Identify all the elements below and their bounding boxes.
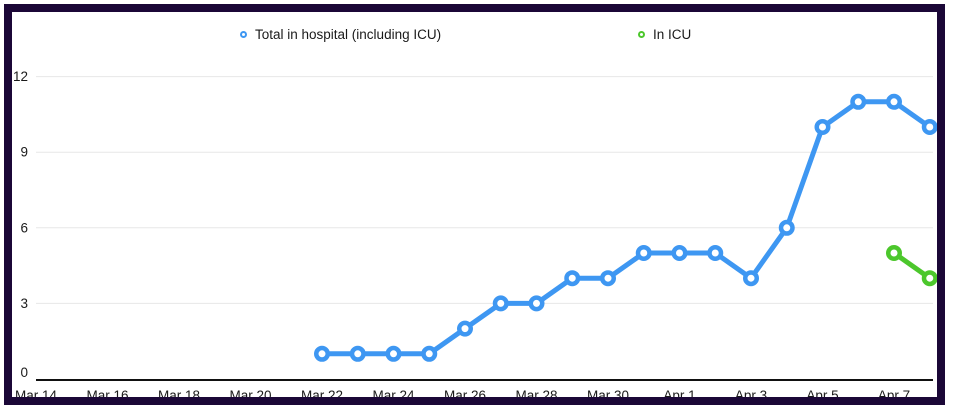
y-tick-label-9: 9 [20,145,28,160]
data-point-0-mar-27[interactable] [492,295,509,312]
x-tick-label-mar-20: Mar 20 [229,388,271,403]
y-tick-label-3: 3 [20,296,28,311]
y-tick-label-6: 6 [20,220,28,235]
data-point-0-mar-30[interactable] [600,270,616,287]
data-point-0-mar-25[interactable] [421,345,438,362]
data-point-0-apr-4[interactable] [778,219,795,236]
x-tick-label-mar-28: Mar 28 [515,388,557,403]
x-tick-label-mar-22: Mar 22 [301,388,343,403]
data-point-0-apr-2[interactable] [707,245,724,261]
x-tick-label-mar-18: Mar 18 [158,388,200,403]
data-point-0-mar-23[interactable] [349,345,366,362]
data-point-1-apr-8[interactable] [921,270,938,287]
data-point-0-apr-8[interactable] [921,119,938,135]
series-icu-marker-icon [638,31,645,38]
x-tick-label-mar-14: Mar 14 [15,388,58,403]
data-point-0-mar-28[interactable] [528,295,545,312]
data-point-1-apr-7[interactable] [886,245,902,261]
data-point-0-apr-3[interactable] [743,270,759,287]
x-tick-label-apr-1: Apr 1 [663,388,695,403]
x-tick-label-mar-16: Mar 16 [86,388,128,403]
series-total-marker-icon [240,31,247,38]
x-tick-label-mar-24: Mar 24 [372,388,415,403]
x-tick-label-apr-3: Apr 3 [735,388,767,403]
data-point-0-apr-1[interactable] [671,245,688,261]
x-tick-label-apr-5: Apr 5 [806,388,838,403]
legend-item-total-in-hospital[interactable]: Total in hospital (including ICU) [240,27,441,42]
y-tick-label-12: 12 [13,69,28,84]
data-point-0-apr-5[interactable] [814,119,831,135]
data-point-0-mar-29[interactable] [564,270,581,287]
x-tick-label-apr-7: Apr 7 [878,388,910,403]
y-tick-label-0: 0 [20,365,28,380]
data-point-0-apr-6[interactable] [850,93,867,110]
x-tick-label-mar-30: Mar 30 [587,388,629,403]
data-point-0-mar-31[interactable] [635,245,652,261]
data-point-0-mar-26[interactable] [457,320,473,337]
legend-item-in-icu[interactable]: In ICU [638,27,691,42]
x-tick-label-mar-26: Mar 26 [444,388,486,403]
legend-label-total-in-hospital: Total in hospital (including ICU) [255,27,442,42]
data-point-0-mar-22[interactable] [314,345,330,362]
data-point-0-mar-24[interactable] [385,345,402,362]
legend-label-in-icu: In ICU [653,27,692,42]
data-point-0-apr-7[interactable] [886,93,902,110]
